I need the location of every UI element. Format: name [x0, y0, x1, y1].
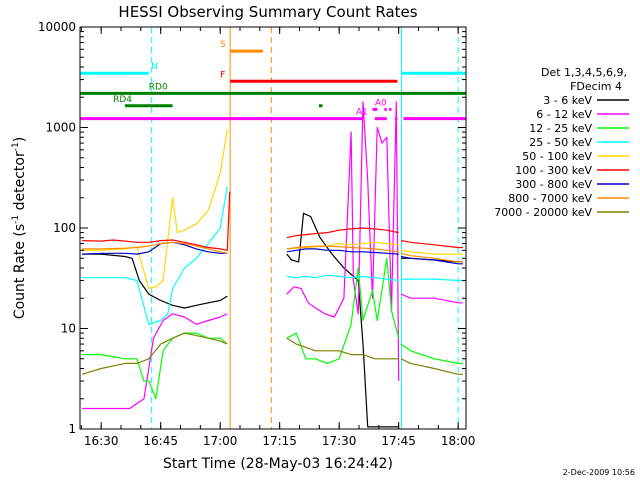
- series-3-segment-0: [82, 186, 228, 325]
- legend-label-2: 12 - 25 keV: [529, 122, 592, 135]
- legend-label-6: 300 - 800 keV: [515, 178, 592, 191]
- series-4-segment-0: [82, 129, 228, 290]
- legend-label-5: 100 - 300 keV: [515, 164, 592, 177]
- legend-label-7: 800 - 7000 keV: [508, 192, 592, 205]
- flag-label-n: N: [151, 62, 158, 72]
- x-tick-label-5: 17:45: [381, 434, 416, 448]
- flag-label-f: F: [220, 70, 225, 80]
- series-1-segment-2: [400, 293, 463, 304]
- y-tick-label-2: 100: [53, 221, 76, 235]
- x-tick-label-6: 18:00: [441, 434, 476, 448]
- legend-title-line-1: Det 1,3,4,5,6,9,: [541, 66, 627, 79]
- series-7-segment-2: [400, 252, 463, 263]
- legend-label-0: 3 - 6 keV: [543, 94, 592, 107]
- legend-label-8: 7000 - 20000 keV: [494, 206, 592, 219]
- series-4-segment-2: [400, 249, 463, 255]
- series-2-segment-2: [400, 343, 463, 364]
- flag-label-a0: A0: [375, 98, 387, 108]
- series-0-segment-0: [82, 253, 228, 309]
- y-tick-label-1: 10: [61, 322, 76, 336]
- flag-label-rd0: RD0: [149, 82, 168, 92]
- x-tick-label-3: 17:15: [262, 434, 297, 448]
- series-8-segment-2: [400, 358, 463, 375]
- series-2-segment-0: [82, 332, 228, 400]
- legend-title-line-2: FDecim 4: [570, 80, 622, 93]
- x-tick-label-2: 17:00: [203, 434, 238, 448]
- x-tick-label-4: 17:30: [322, 434, 357, 448]
- series-3-segment-2: [401, 278, 463, 282]
- series-5-segment-0: [82, 191, 231, 251]
- chart-title: HESSI Observing Summary Count Rates: [118, 3, 417, 21]
- x-tick-label-0: 16:30: [84, 434, 119, 448]
- series-5-segment-1: [286, 227, 399, 239]
- series-7-segment-0: [82, 241, 228, 254]
- series-6-segment-2: [400, 255, 463, 265]
- flag-label-s: S: [220, 40, 226, 50]
- x-axis: 16:30 16:45 17:00 17:15 17:30 17:45 18:00: [80, 27, 476, 448]
- legend-label-1: 6 - 12 keV: [536, 108, 592, 121]
- series-5-segment-2: [400, 240, 463, 249]
- x-axis-label: Start Time (28-May-03 16:24:42): [163, 456, 393, 472]
- series-8-segment-0: [81, 332, 228, 375]
- series-6-segment-1: [286, 248, 399, 255]
- series-7-segment-1: [286, 245, 399, 253]
- plot-frame: [79, 26, 467, 430]
- y-axis-label: Count Rate (s-1 detector-1): [11, 137, 28, 319]
- plot-content: N S F RD0 RD4 A1 A0: [80, 27, 466, 429]
- flag-label-rd4: RD4: [113, 95, 132, 105]
- series-2-segment-1: [286, 257, 400, 364]
- series-1-segment-0: [82, 313, 228, 410]
- timestamp: 2-Dec-2009 10:56: [563, 468, 635, 477]
- flag-label-a1: A1: [356, 108, 368, 118]
- series-8-segment-1: [286, 337, 399, 360]
- y-axis: 1 10 100 1000 10000: [38, 20, 466, 436]
- x-tick-label-1: 16:45: [143, 434, 178, 448]
- legend-label-4: 50 - 100 keV: [522, 150, 592, 163]
- series-1-segment-1: [286, 101, 400, 382]
- legend-label-3: 25 - 50 keV: [529, 136, 592, 149]
- series-0-segment-1: [286, 212, 399, 428]
- series-3-segment-1: [286, 274, 399, 282]
- y-tick-label-3: 1000: [45, 121, 76, 135]
- y-tick-label-4: 10000: [38, 20, 76, 34]
- y-tick-label-0: 1: [68, 422, 76, 436]
- series-4-segment-1: [286, 241, 399, 250]
